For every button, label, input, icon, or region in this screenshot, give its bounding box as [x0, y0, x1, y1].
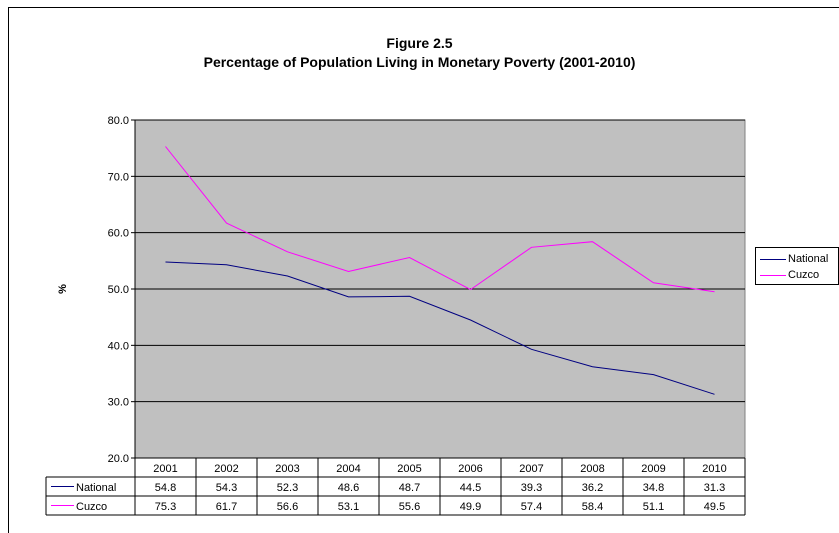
table-data-cell: 57.4 [521, 501, 542, 513]
y-axis-ticks: 20.0 30.0 40.0 50.0 60.0 70.0 80.0 [108, 115, 136, 465]
y-tick-label: 40.0 [108, 340, 129, 352]
x-category-label: 2009 [641, 463, 665, 475]
x-category-label: 2002 [214, 463, 238, 475]
y-tick-label: 80.0 [108, 115, 129, 127]
table-data-cell: 39.3 [521, 482, 542, 494]
legend-swatch [760, 258, 786, 260]
legend-swatch [760, 274, 786, 276]
chart-title-block: Figure 2.5 Percentage of Population Livi… [0, 34, 839, 72]
x-category-label: 2004 [336, 463, 360, 475]
chart-title: Figure 2.5 [386, 35, 453, 51]
table-series-name: Cuzco [76, 501, 107, 513]
legend: National Cuzco [755, 247, 839, 285]
data-table: 2001 2002 2003 2004 2005 2006 2007 2008 2009 2010… [45, 457, 746, 516]
table-data-cell: 52.3 [277, 482, 298, 494]
table-data-cell: 48.6 [338, 482, 359, 494]
table-data-cell: 49.5 [704, 501, 725, 513]
table-data-cell: 54.8 [155, 482, 176, 494]
table-data-cell: 49.9 [460, 501, 481, 513]
chart-subtitle: Percentage of Population Living in Monet… [203, 54, 636, 70]
table-series-name: National [76, 482, 116, 494]
table-data-cell: 53.1 [338, 501, 359, 513]
legend-item-cuzco: Cuzco [760, 267, 819, 283]
table-data-cell: 31.3 [704, 482, 725, 494]
y-tick-label: 70.0 [108, 171, 129, 183]
y-tick-label: 60.0 [108, 228, 129, 240]
y-tick-label: 50.0 [108, 284, 129, 296]
table-data-cell: 48.7 [399, 482, 420, 494]
x-category-label: 2006 [458, 463, 482, 475]
y-axis-label: % [57, 284, 69, 294]
series-lines [165, 146, 715, 395]
table-data-cell: 61.7 [216, 501, 237, 513]
x-category-label: 2010 [702, 463, 726, 475]
chart-frame [8, 7, 839, 533]
legend-label: National [788, 253, 829, 265]
legend-item-national: National [760, 251, 828, 267]
table-data-cell: 51.1 [643, 501, 664, 513]
legend-label: Cuzco [788, 269, 820, 281]
y-tick-label: 20.0 [108, 453, 129, 465]
gridlines [135, 119, 745, 403]
x-category-label: 2003 [275, 463, 299, 475]
table-data-cell: 44.5 [460, 482, 481, 494]
series-line-national [165, 261, 715, 395]
series-line-cuzco [165, 146, 715, 293]
x-category-label: 2001 [153, 463, 177, 475]
table-data-cell: 34.8 [643, 482, 664, 494]
table-data-cell: 58.4 [582, 501, 603, 513]
x-category-label: 2005 [397, 463, 421, 475]
table-data-cell: 36.2 [582, 482, 603, 494]
x-category-label: 2008 [580, 463, 604, 475]
y-tick-label: 30.0 [108, 397, 129, 409]
table-data-cell: 75.3 [155, 501, 176, 513]
table-data-cell: 56.6 [277, 501, 298, 513]
table-data-cell: 55.6 [399, 501, 420, 513]
table-data-cell: 54.3 [216, 482, 237, 494]
x-category-label: 2007 [519, 463, 543, 475]
